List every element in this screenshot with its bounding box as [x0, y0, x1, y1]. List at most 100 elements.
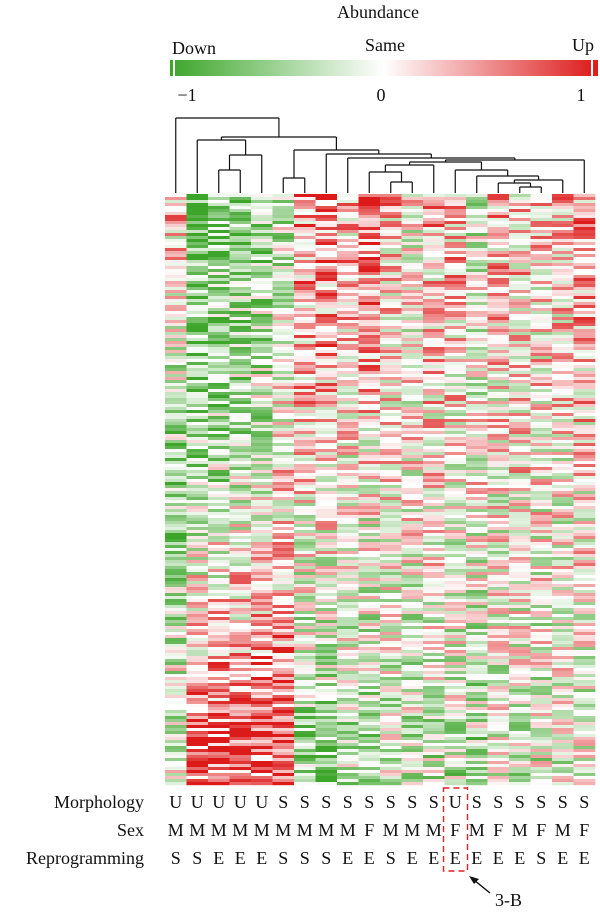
heatmap-cell: [315, 323, 338, 327]
heatmap-cell: [552, 626, 574, 630]
heatmap-cell: [294, 590, 316, 594]
heatmap-cell: [573, 623, 596, 627]
heatmap-cell: [186, 767, 209, 771]
heatmap-cell: [294, 560, 316, 564]
heatmap-cell: [509, 740, 531, 744]
heatmap-cell: [337, 302, 359, 306]
heatmap-cell: [401, 458, 424, 462]
heatmap-cell: [444, 476, 467, 480]
heatmap-cell: [337, 530, 359, 534]
heatmap-cell: [208, 266, 230, 270]
heatmap-cell: [294, 554, 316, 558]
heatmap-cell: [552, 248, 574, 252]
heatmap-cell: [573, 224, 596, 228]
heatmap-cell: [229, 737, 252, 741]
heatmap-cell: [272, 611, 295, 615]
heatmap-cell: [509, 503, 531, 507]
heatmap-cell: [466, 740, 488, 744]
heatmap-cell: [401, 740, 424, 744]
heatmap-cell: [530, 770, 553, 774]
heatmap-cell: [186, 296, 209, 300]
heatmap-cell: [530, 347, 553, 351]
heatmap-cell: [337, 533, 359, 537]
heatmap-cell: [294, 446, 316, 450]
heatmap-cell: [337, 770, 359, 774]
heatmap-cell: [229, 614, 252, 618]
heatmap-cell: [552, 359, 574, 363]
heatmap-cell: [530, 215, 553, 219]
heatmap-cell: [444, 566, 467, 570]
heatmap-cell: [251, 683, 273, 687]
heatmap-cell: [380, 740, 402, 744]
heatmap-cell: [423, 575, 445, 579]
heatmap-cell: [294, 461, 316, 465]
heatmap-cell: [165, 554, 187, 558]
heatmap-cell: [530, 194, 553, 198]
heatmap-cell: [401, 512, 424, 516]
heatmap-cell: [552, 392, 574, 396]
heatmap-cell: [423, 566, 445, 570]
heatmap-cell: [165, 206, 187, 210]
heatmap-cell: [487, 635, 510, 639]
heatmap-cell: [552, 383, 574, 387]
heatmap-cell: [294, 269, 316, 273]
heatmap-cell: [272, 440, 295, 444]
heatmap-cell: [208, 470, 230, 474]
heatmap-cell: [251, 362, 273, 366]
heatmap-cell: [380, 431, 402, 435]
heatmap-cell: [509, 626, 531, 630]
heatmap-cell: [251, 464, 273, 468]
heatmap-cell: [573, 491, 596, 495]
heatmap-cell: [444, 554, 467, 558]
heatmap-cell: [444, 374, 467, 378]
heatmap-cell: [380, 473, 402, 477]
heatmap-cell: [530, 644, 553, 648]
heatmap-cell: [229, 551, 252, 555]
heatmap-cell: [573, 251, 596, 255]
heatmap-cell: [208, 476, 230, 480]
heatmap-cell: [272, 329, 295, 333]
heatmap-cell: [358, 620, 381, 624]
heatmap-cell: [487, 689, 510, 693]
heatmap-cell: [186, 368, 209, 372]
heatmap-cell: [186, 338, 209, 342]
heatmap-cell: [294, 410, 316, 414]
heatmap-cell: [251, 221, 273, 225]
heatmap-cell: [423, 305, 445, 309]
heatmap-cell: [358, 356, 381, 360]
heatmap-cell: [552, 272, 574, 276]
heatmap-cell: [186, 773, 209, 777]
heatmap-cell: [509, 266, 531, 270]
heatmap-cell: [466, 425, 488, 429]
heatmap-cell: [573, 398, 596, 402]
heatmap-cell: [444, 215, 467, 219]
heatmap-cell: [186, 509, 209, 513]
heatmap-cell: [229, 572, 252, 576]
heatmap-cell: [552, 221, 574, 225]
heatmap-cell: [380, 644, 402, 648]
heatmap-cell: [466, 566, 488, 570]
heatmap-cell: [487, 626, 510, 630]
heatmap-cell: [466, 278, 488, 282]
heatmap-cell: [573, 212, 596, 216]
heatmap-cell: [401, 485, 424, 489]
heatmap-cell: [315, 761, 338, 765]
heatmap-cell: [552, 251, 574, 255]
heatmap-cell: [165, 311, 187, 315]
heatmap-cell: [272, 365, 295, 369]
heatmap-cell: [165, 719, 187, 723]
heatmap-cell: [165, 194, 187, 198]
heatmap-cell: [573, 278, 596, 282]
heatmap-cell: [251, 233, 273, 237]
heatmap-cell: [337, 719, 359, 723]
heatmap-cell: [208, 284, 230, 288]
heatmap-cell: [337, 386, 359, 390]
heatmap-cell: [444, 242, 467, 246]
heatmap-cell: [251, 560, 273, 564]
heatmap-cell: [358, 614, 381, 618]
heatmap-cell: [444, 503, 467, 507]
heatmap-cell: [466, 614, 488, 618]
heatmap-cell: [552, 194, 574, 198]
heatmap-cell: [487, 347, 510, 351]
heatmap-cell: [337, 725, 359, 729]
